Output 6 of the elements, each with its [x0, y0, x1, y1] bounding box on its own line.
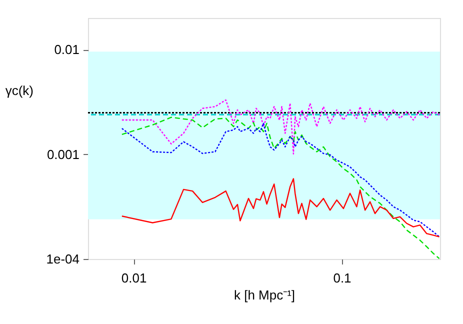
x-axis-title: k [h Mpc⁻¹] — [234, 288, 296, 302]
y-axis-title: γc(k) — [5, 83, 34, 98]
y-tick-label: 1e-04 — [46, 252, 80, 266]
y-tick-label: 0.01 — [54, 42, 80, 58]
x-tick-label: 0.1 — [333, 270, 352, 286]
y-tick-label: 0.001 — [46, 146, 80, 162]
